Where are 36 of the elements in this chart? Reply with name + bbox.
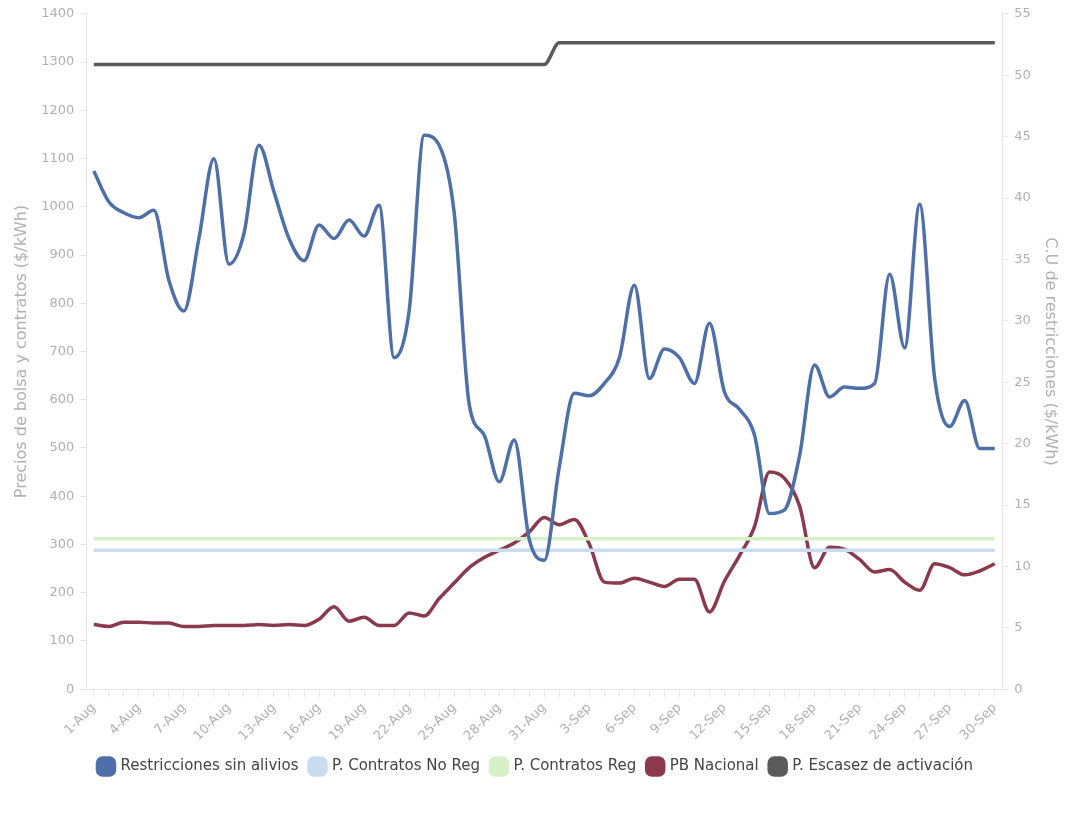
y2-tick-label: 40 — [1014, 189, 1031, 205]
y-tick-label: 900 — [49, 246, 75, 262]
y2-tick-label: 30 — [1014, 312, 1031, 328]
y-tick-label: 200 — [49, 584, 75, 600]
legend-label: P. Escasez de activación — [792, 756, 974, 775]
y2-tick-label: 45 — [1014, 127, 1031, 143]
y-tick-label: 1100 — [41, 149, 75, 165]
y2-axis-title: C.U de restricciones ($/kWh) — [1042, 237, 1062, 466]
y-tick-label: 1400 — [41, 5, 75, 21]
y-tick-label: 700 — [49, 342, 75, 358]
y2-tick-label: 15 — [1014, 496, 1031, 512]
legend-label: P. Contratos No Reg — [331, 756, 480, 775]
y-tick-label: 400 — [49, 487, 75, 503]
y2-tick-label: 25 — [1014, 373, 1031, 389]
y2-tick-label: 20 — [1014, 434, 1031, 450]
y2-tick-label: 5 — [1014, 619, 1023, 635]
y-tick-label: 600 — [49, 391, 75, 407]
line-series — [92, 470, 997, 629]
line-series — [92, 133, 997, 563]
y2-tick-label: 50 — [1014, 66, 1031, 82]
legend-label: P. Contratos Reg — [513, 756, 637, 775]
y-tick-label: 300 — [49, 535, 75, 551]
y-tick-label: 1000 — [41, 198, 75, 214]
legend-label: Restricciones sin alivios — [120, 756, 299, 775]
y-tick-label: 500 — [49, 439, 75, 455]
legend-label: PB Nacional — [669, 756, 759, 775]
y2-tick-label: 35 — [1014, 250, 1031, 266]
y-axis-title: Precios de bolsa y contratos ($/kWh) — [10, 204, 30, 499]
y2-tick-label: 10 — [1014, 557, 1031, 573]
y-tick-label: 1300 — [41, 53, 75, 69]
y2-tick-label: 0 — [1014, 680, 1023, 696]
y-tick-label: 0 — [66, 680, 75, 696]
y-tick-label: 1200 — [41, 101, 75, 117]
y2-tick-label: 55 — [1014, 5, 1031, 21]
y-tick-label: 100 — [49, 632, 75, 648]
y-tick-label: 800 — [49, 294, 75, 310]
